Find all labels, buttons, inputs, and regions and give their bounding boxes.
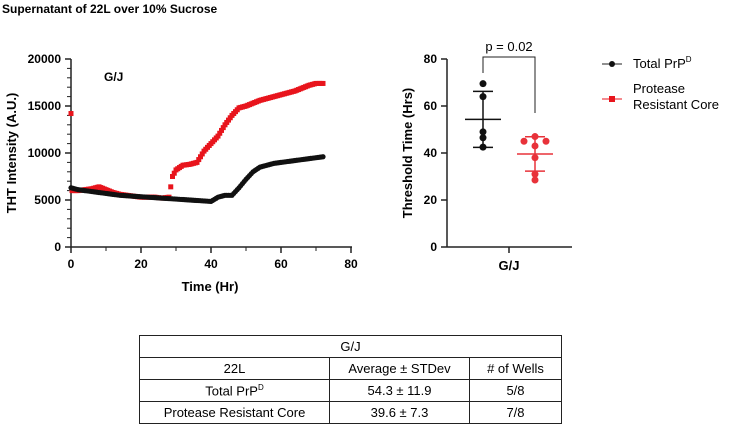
- x-tick-label: 60: [274, 257, 288, 271]
- x-tick-label: 40: [204, 257, 218, 271]
- header-strain: 22L: [139, 357, 330, 380]
- data-point: [217, 130, 223, 136]
- data-point: [542, 137, 550, 145]
- data-point: [196, 157, 202, 163]
- group-core: [517, 133, 553, 184]
- y-tick-label: 80: [424, 52, 438, 66]
- row-label: Protease Resistant Core: [139, 401, 330, 424]
- legend: Total PrPD Protease Resistant Core: [602, 55, 719, 112]
- data-point: [168, 184, 174, 190]
- data-point: [220, 125, 226, 131]
- y-tick-label: 0: [54, 240, 61, 254]
- figure-title: Supernatant of 22L over 10% Sucrose: [2, 2, 218, 16]
- table-row: Protease Resistant Core 39.6 ± 7.3 7/8: [139, 401, 562, 424]
- data-point: [531, 170, 539, 178]
- x-axis-label: Time (Hr): [182, 279, 239, 294]
- data-point: [198, 154, 203, 160]
- series-total: [68, 154, 326, 205]
- y-tick-label: 20000: [28, 52, 62, 66]
- group-total: [465, 80, 501, 151]
- series-core: [68, 80, 326, 201]
- data-point: [520, 137, 528, 145]
- header-wells: # of Wells: [469, 357, 562, 380]
- y-tick-label: 5000: [34, 193, 61, 207]
- data-point: [479, 128, 487, 136]
- data-point: [219, 127, 224, 133]
- row-average: 54.3 ± 11.9: [329, 379, 470, 402]
- y-tick-label: 60: [424, 99, 438, 113]
- legend-label-core: Protease Resistant Core: [633, 81, 719, 112]
- data-point: [531, 133, 539, 141]
- table-row: Total PrPD 54.3 ± 11.9 5/8: [139, 379, 562, 402]
- row-wells: 5/8: [469, 379, 562, 402]
- row-average: 39.6 ± 7.3: [329, 401, 470, 424]
- p-value-annotation: p = 0.02: [485, 39, 532, 54]
- legend-marker-total: [609, 61, 615, 67]
- y-tick-label: 10000: [28, 146, 62, 160]
- data-point: [479, 80, 487, 88]
- x-category-label: G/J: [499, 258, 520, 273]
- row-label: Total PrPD: [139, 379, 330, 402]
- data-point: [320, 154, 326, 160]
- table-header-row: 22L Average ± STDev # of Wells: [139, 357, 562, 380]
- time-course-chart: G/J Time (Hr) THT Intensity (A.U.) 0 20 40…: [4, 52, 358, 294]
- threshold-chart: G/J Threshold Time (Hrs) p = 0.02 Total …: [400, 39, 719, 273]
- data-point: [320, 80, 326, 86]
- legend-marker-core: [609, 96, 615, 102]
- y-tick-label: 20: [424, 193, 438, 207]
- summary-table: G/J 22L Average ± STDev # of Wells Total…: [139, 335, 562, 424]
- data-point: [171, 170, 177, 176]
- y-tick-label: 40: [424, 146, 438, 160]
- data-point: [479, 134, 487, 142]
- data-point: [194, 159, 200, 165]
- y-axis-label: THT Intensity (A.U.): [4, 93, 19, 214]
- table-title: G/J: [139, 335, 562, 358]
- y-axis-label: Threshold Time (Hrs): [400, 88, 415, 219]
- x-tick-label: 20: [134, 257, 148, 271]
- y-tick-label: 0: [430, 240, 437, 254]
- legend-label-total: Total PrPD: [633, 55, 692, 71]
- data-point: [199, 151, 205, 157]
- data-point: [479, 143, 487, 151]
- x-tick-label: 80: [344, 257, 358, 271]
- x-tick-label: 0: [68, 257, 75, 271]
- data-point: [531, 142, 539, 150]
- header-average: Average ± STDev: [329, 357, 470, 380]
- chart-label: G/J: [104, 70, 123, 84]
- y-tick-label: 15000: [28, 99, 62, 113]
- data-point: [215, 133, 221, 139]
- data-point: [479, 93, 487, 101]
- significance-bracket: [482, 56, 536, 113]
- data-point: [170, 174, 175, 179]
- row-wells: 7/8: [469, 401, 562, 424]
- data-point: [531, 154, 539, 162]
- data-point: [531, 176, 539, 184]
- data-point: [68, 111, 74, 117]
